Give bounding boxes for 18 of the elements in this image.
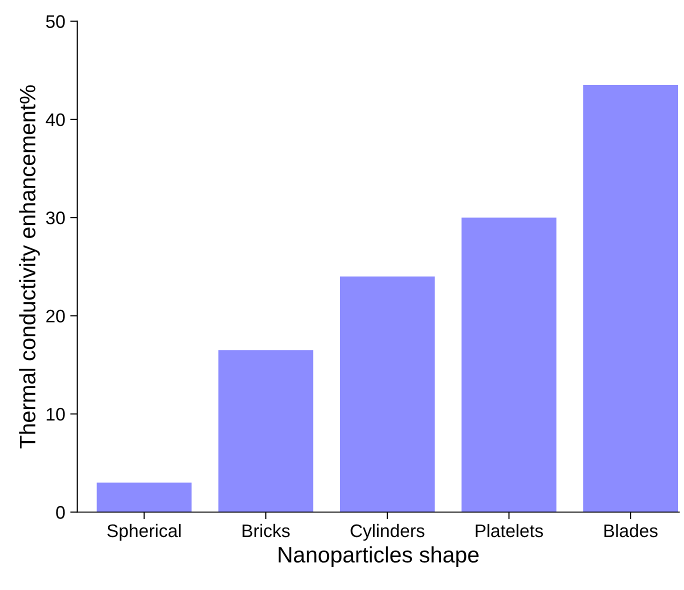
- x-tick-label: Cylinders: [350, 524, 424, 541]
- bar: [96, 482, 192, 512]
- y-tick-label: 30: [46, 212, 65, 224]
- y-tick-label: 20: [46, 310, 65, 322]
- x-tick-label: Blades: [604, 524, 658, 538]
- bar: [340, 276, 435, 512]
- x-tick-label: Platelets: [476, 524, 543, 538]
- bar: [218, 350, 314, 512]
- y-tick-label: 40: [46, 113, 65, 126]
- y-axis-title: Thermal conductivity enhancement%: [19, 85, 40, 448]
- x-axis-title: Nanoparticles shape: [278, 546, 479, 568]
- bar: [462, 218, 556, 512]
- y-tick-label: 10: [46, 408, 65, 421]
- bar: [583, 85, 678, 512]
- x-tick-label: Bricks: [242, 524, 290, 538]
- y-tick-label: 0: [56, 506, 65, 519]
- y-tick-label: 50: [46, 15, 65, 28]
- x-tick-label: Spherical: [107, 524, 181, 541]
